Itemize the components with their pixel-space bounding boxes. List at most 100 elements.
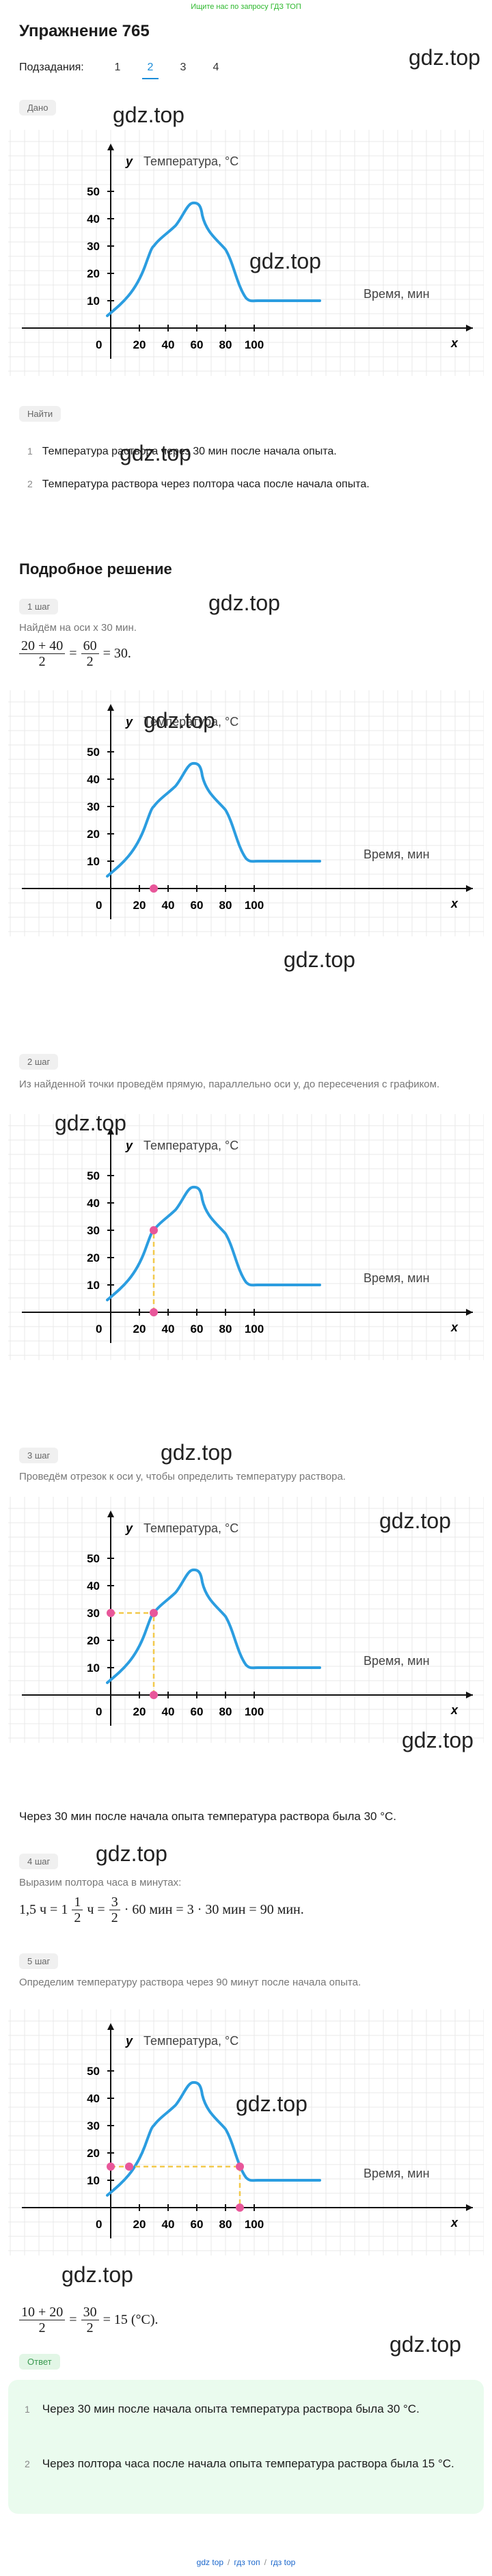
answer-item: 2 Через полтора часа после начала опыта т… (25, 2454, 462, 2474)
point (125, 2163, 133, 2171)
step-text: Проведём отрезок к оси y, чтобы определи… (19, 1471, 346, 1482)
y-tick-label: 10 (87, 1662, 100, 1675)
graph-background: y Температура, °C x Время, мин 0 10 20 30 40 50 20… (8, 1497, 484, 1743)
origin-label: 0 (96, 2218, 102, 2231)
result: = 30. (102, 646, 131, 661)
point (150, 1226, 158, 1234)
item-number: 1 (25, 2404, 30, 2415)
x-axis-title: Время, мин (364, 1654, 430, 1668)
y-axis-label: y (125, 715, 133, 729)
fraction: 10 + 20 2 (19, 2305, 66, 2335)
x-tick-label: 80 (219, 338, 232, 351)
y-tick-label: 20 (87, 828, 100, 841)
y-tick-label: 10 (87, 295, 100, 308)
separator: / (264, 2558, 266, 2567)
banner: Ищите нас по запросу ГДЗ ТОП (191, 3, 301, 11)
denominator: 2 (74, 1910, 81, 1925)
y-tick-label: 50 (87, 1552, 100, 1565)
term: 1,5 ч = 1 (19, 1902, 68, 1917)
x-axis-title: Время, мин (364, 2167, 430, 2180)
operator: = (69, 2312, 77, 2327)
y-axis-label: y (125, 1521, 133, 1535)
title: Упражнение 765 (19, 22, 150, 40)
y-axis-title: Температура, °C (144, 2034, 238, 2048)
x-tick-label: 100 (245, 2218, 264, 2231)
item-number: 2 (27, 478, 33, 489)
point (236, 2163, 244, 2171)
x-axis-title: Время, мин (364, 1271, 430, 1285)
x-axis-title: Время, мин (364, 848, 430, 861)
y-axis-label: y (125, 154, 133, 168)
subtask-tab[interactable]: 4 (213, 62, 219, 73)
subtask-tab[interactable]: 1 (114, 62, 121, 73)
badge: 4 шаг (19, 1854, 59, 1869)
watermark: gdz.top (409, 45, 480, 70)
numerator: 10 + 20 (19, 2305, 66, 2320)
watermark: gdz.top (113, 103, 184, 127)
subtask-tab[interactable]: 2 (142, 62, 159, 79)
badge: 1 шаг (19, 599, 59, 614)
answer-item: 1 Через 30 мин после начала опыта темпера… (25, 2399, 462, 2419)
y-axis-label: y (125, 1139, 133, 1152)
y-tick-label: 50 (87, 746, 100, 759)
item-text: Через 30 мин после начала опыта температ… (42, 2402, 420, 2415)
denominator: 2 (38, 654, 46, 669)
x-tick-label: 80 (219, 1323, 232, 1336)
graph-background: y Температура, °C x Время, мин 0 10 20 30 40 50 20… (8, 130, 484, 376)
badge: 5 шаг (19, 1953, 59, 1969)
step-text: Определим температуру раствора через 90 … (19, 1977, 361, 1988)
step-text: Из найденной точки проведём прямую, пара… (19, 1079, 440, 1090)
watermark: gdz.top (120, 441, 191, 465)
fraction: 20 + 40 2 (19, 638, 66, 669)
y-tick-label: 10 (87, 1279, 100, 1292)
numerator: 20 + 40 (19, 638, 66, 654)
term: · 60 мин = 3 · 30 мин = 90 мин. (124, 1902, 304, 1917)
y-tick-label: 10 (87, 2174, 100, 2187)
x-axis-label: x (450, 897, 459, 910)
numerator: 30 (81, 2305, 99, 2320)
badge: 3 шаг (19, 1448, 59, 1463)
subtasks-label: Подзадания: (19, 62, 84, 73)
x-tick-label: 60 (191, 1705, 204, 1718)
x-arrow (466, 2204, 473, 2211)
watermark: gdz.top (62, 2262, 133, 2287)
y-tick-label: 40 (87, 773, 100, 786)
origin-label: 0 (96, 338, 102, 351)
x-tick-label: 60 (191, 338, 204, 351)
x-tick-label: 20 (133, 899, 146, 912)
x-tick-label: 40 (162, 338, 175, 351)
x-tick-label: 20 (133, 1323, 146, 1336)
denominator: 2 (111, 1910, 118, 1925)
subtask-tab[interactable]: 3 (180, 62, 187, 73)
list-item: 1 Температура раствора через 30 мин после… (27, 446, 337, 458)
x-tick-label: 40 (162, 899, 175, 912)
footer-link[interactable]: gdz top (196, 2558, 224, 2567)
watermark: gdz.top (208, 591, 280, 615)
footer-link[interactable]: гдз топ (234, 2558, 260, 2567)
y-tick-label: 30 (87, 240, 100, 253)
x-tick-label: 100 (245, 338, 264, 351)
x-tick-label: 80 (219, 899, 232, 912)
step-text: Найдём на оси x 30 мин. (19, 622, 137, 634)
y-tick-label: 20 (87, 267, 100, 280)
badge: Дано (19, 100, 57, 116)
x-axis-label: x (450, 1320, 459, 1334)
step-text: Выразим полтора часа в минутах: (19, 1877, 182, 1888)
numerator: 60 (81, 638, 99, 654)
formula: 10 + 20 2 = 30 2 = 15 (°C). (19, 2305, 159, 2335)
graph: y Температура, °C x Время, мин 0 10 20 30 40 50 20… (8, 690, 484, 936)
watermark: gdz.top (55, 1111, 126, 1135)
y-tick-label: 40 (87, 213, 100, 226)
watermark: gdz.top (96, 1841, 167, 1866)
y-axis-label: y (125, 2034, 133, 2048)
watermark: gdz.top (161, 1440, 232, 1465)
x-tick-label: 80 (219, 2218, 232, 2231)
conclusion: Через 30 мин после начала опыта температ… (19, 1810, 397, 1823)
fraction: 60 2 (81, 638, 99, 669)
item-text: Температура раствора через 30 мин после … (42, 446, 337, 457)
x-arrow (466, 1692, 473, 1698)
footer-link[interactable]: гдз top (270, 2558, 296, 2567)
y-tick-label: 30 (87, 1607, 100, 1620)
y-tick-label: 30 (87, 1224, 100, 1237)
